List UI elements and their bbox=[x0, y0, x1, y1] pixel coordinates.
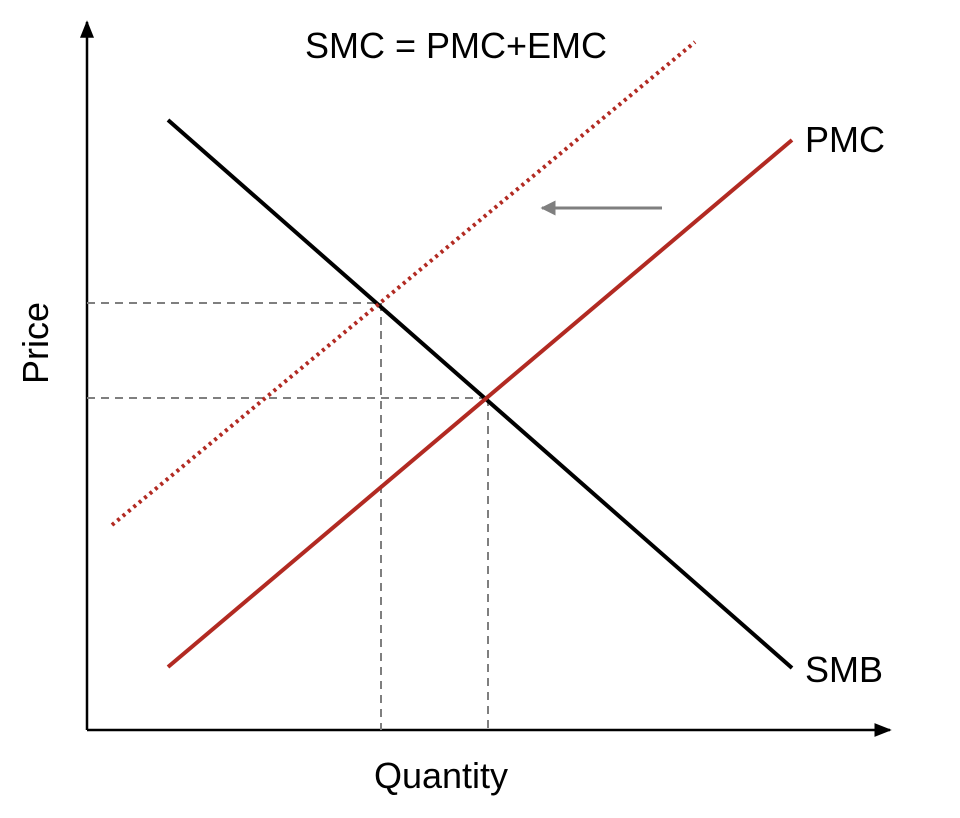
pmc-curve bbox=[166, 138, 794, 669]
smb-label: SMB bbox=[805, 649, 883, 690]
smc-label: SMC = PMC+EMC bbox=[305, 25, 607, 66]
pmc-label: PMC bbox=[805, 119, 885, 160]
smc-curve bbox=[110, 40, 697, 527]
smb-curve bbox=[166, 118, 794, 670]
x-axis-label: Quantity bbox=[374, 755, 508, 796]
y-axis-label: Price bbox=[15, 302, 56, 384]
